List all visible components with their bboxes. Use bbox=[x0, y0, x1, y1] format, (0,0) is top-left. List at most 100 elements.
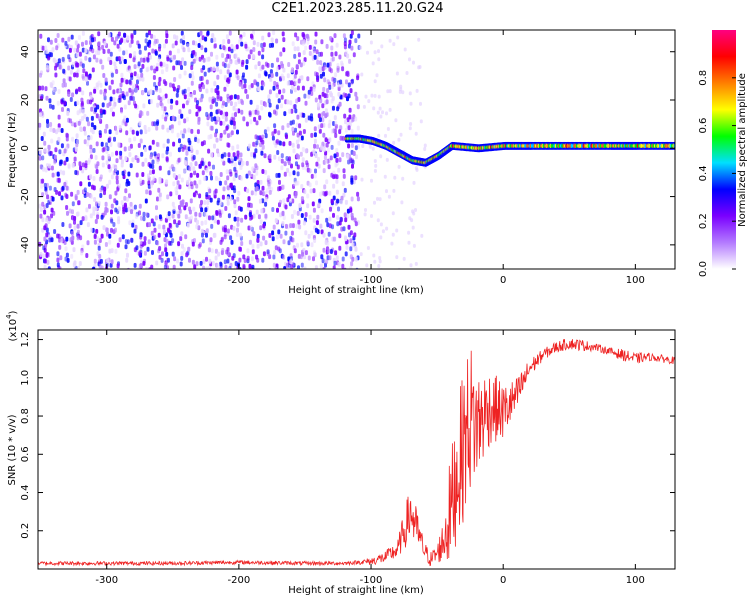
spectrogram-cell bbox=[313, 238, 317, 243]
spectrogram-cell bbox=[255, 186, 259, 192]
spectrogram-cell bbox=[117, 206, 121, 212]
spectrogram-cell bbox=[264, 197, 268, 202]
spectrogram-cell bbox=[288, 140, 292, 146]
spectrogram-cell bbox=[285, 134, 288, 140]
spectrogram-cell bbox=[60, 128, 64, 133]
spectrogram-cell bbox=[128, 53, 132, 59]
spectrogram-cell bbox=[47, 266, 51, 269]
spectrogram-cell bbox=[277, 130, 281, 136]
spectrogram-cell bbox=[43, 236, 47, 242]
spectrogram-cell bbox=[284, 223, 288, 229]
spectrogram-cell bbox=[170, 55, 174, 60]
spectrogram-cell bbox=[336, 198, 340, 204]
spectrogram-cell bbox=[62, 170, 66, 176]
spectrogram-cell bbox=[322, 190, 326, 196]
spectrogram-cell bbox=[321, 258, 325, 264]
spectrogram-cell bbox=[144, 147, 147, 153]
spectrogram-cell bbox=[94, 206, 98, 212]
spectrogram-cell bbox=[148, 145, 152, 151]
spectrogram-cell bbox=[87, 159, 91, 165]
spectrogram-cell bbox=[277, 186, 280, 192]
spectrogram-cell bbox=[346, 208, 350, 214]
spectrogram-cell bbox=[107, 153, 111, 159]
spectrogram-cell bbox=[133, 100, 136, 106]
spectrogram-cell bbox=[269, 76, 273, 82]
spectrogram-cell bbox=[153, 234, 157, 240]
spectrogram-cell bbox=[75, 62, 79, 67]
spectrogram-cell bbox=[47, 37, 50, 43]
spectrogram-cell bbox=[57, 127, 61, 133]
spectrogram-cell bbox=[306, 76, 310, 82]
spectrogram-cell bbox=[155, 205, 158, 211]
spectrogram-cell bbox=[280, 158, 284, 164]
spectrogram-cell bbox=[412, 60, 415, 65]
spectrogram-cell bbox=[125, 91, 129, 97]
spectrogram-cell bbox=[89, 148, 93, 154]
spectrogram-cell bbox=[67, 117, 71, 123]
spectrogram-cell bbox=[178, 208, 182, 214]
spectrogram-cell bbox=[213, 80, 217, 86]
spectrogram-cell bbox=[346, 153, 350, 159]
spectrogram-cell bbox=[398, 89, 402, 94]
spectrogram-cell bbox=[351, 158, 354, 164]
spectrogram-cell bbox=[237, 190, 241, 196]
spectrogram-cell bbox=[179, 236, 183, 242]
spectrogram-cell bbox=[381, 110, 384, 115]
spectrogram-cell bbox=[179, 60, 183, 66]
spectrogram-cell bbox=[117, 31, 121, 37]
spectrogram-cell bbox=[180, 202, 184, 208]
spectrogram-cell bbox=[133, 51, 137, 56]
spectrogram-cell bbox=[177, 241, 181, 247]
spectrogram-cell bbox=[196, 138, 200, 144]
spectrogram-cell bbox=[48, 151, 52, 157]
spectrogram-cell bbox=[85, 253, 89, 258]
spectrogram-cell bbox=[70, 230, 74, 236]
spectrogram-cell bbox=[138, 251, 142, 257]
spectrogram-cell bbox=[207, 247, 211, 253]
spectrogram-cell bbox=[86, 141, 90, 147]
spectrogram-cell bbox=[218, 212, 222, 218]
spectrogram-cell bbox=[202, 84, 205, 90]
spectrogram-cell bbox=[411, 225, 415, 230]
spectrogram-cell bbox=[298, 136, 302, 142]
spectrogram-cell bbox=[321, 117, 325, 123]
spectrogram-cell bbox=[73, 72, 77, 78]
spectrogram-cell bbox=[244, 214, 248, 220]
spectrogram-cell bbox=[229, 196, 233, 202]
spectrogram-cell bbox=[38, 155, 42, 161]
spectrogram-cell bbox=[158, 179, 162, 185]
spectrogram-cell bbox=[300, 75, 304, 81]
spectrogram-cell bbox=[197, 32, 201, 38]
spectrogram-cell bbox=[98, 176, 102, 182]
spectrogram-cell bbox=[79, 220, 83, 226]
spectrogram-cell bbox=[297, 154, 300, 160]
spectrogram-cell bbox=[48, 216, 51, 222]
spectrogram-cell bbox=[38, 122, 42, 128]
spectrogram-cell bbox=[273, 249, 277, 255]
spectrogram-cell bbox=[206, 200, 210, 205]
spectrogram-cell bbox=[285, 156, 289, 161]
spectrogram-cell bbox=[123, 104, 127, 110]
spectrogram-cell bbox=[83, 187, 87, 193]
spectrogram-cell bbox=[77, 200, 81, 206]
spectrogram-cell bbox=[314, 168, 317, 174]
spectrogram-cell bbox=[190, 128, 194, 134]
spectrogram-cell bbox=[98, 116, 102, 122]
spectrogram-cell bbox=[167, 257, 170, 263]
spectrogram-cell bbox=[137, 61, 141, 67]
spectrogram-cell bbox=[264, 61, 268, 67]
spectrogram-cell bbox=[205, 256, 208, 262]
spectrogram-cell bbox=[144, 38, 148, 44]
spectrogram-cell bbox=[309, 188, 313, 194]
spectrogram-cell bbox=[104, 77, 108, 83]
spectrogram-cell bbox=[173, 54, 176, 60]
spectrogram-cell bbox=[261, 257, 265, 263]
spectrogram-cell bbox=[219, 69, 223, 75]
spectrogram-cell bbox=[253, 153, 257, 159]
spectrogram-cell bbox=[148, 190, 152, 196]
spectrogram-cell bbox=[79, 165, 83, 171]
spectrogram-cell bbox=[86, 99, 90, 105]
spectrogram-cell bbox=[163, 264, 167, 269]
spectrogram-cell bbox=[329, 206, 332, 212]
